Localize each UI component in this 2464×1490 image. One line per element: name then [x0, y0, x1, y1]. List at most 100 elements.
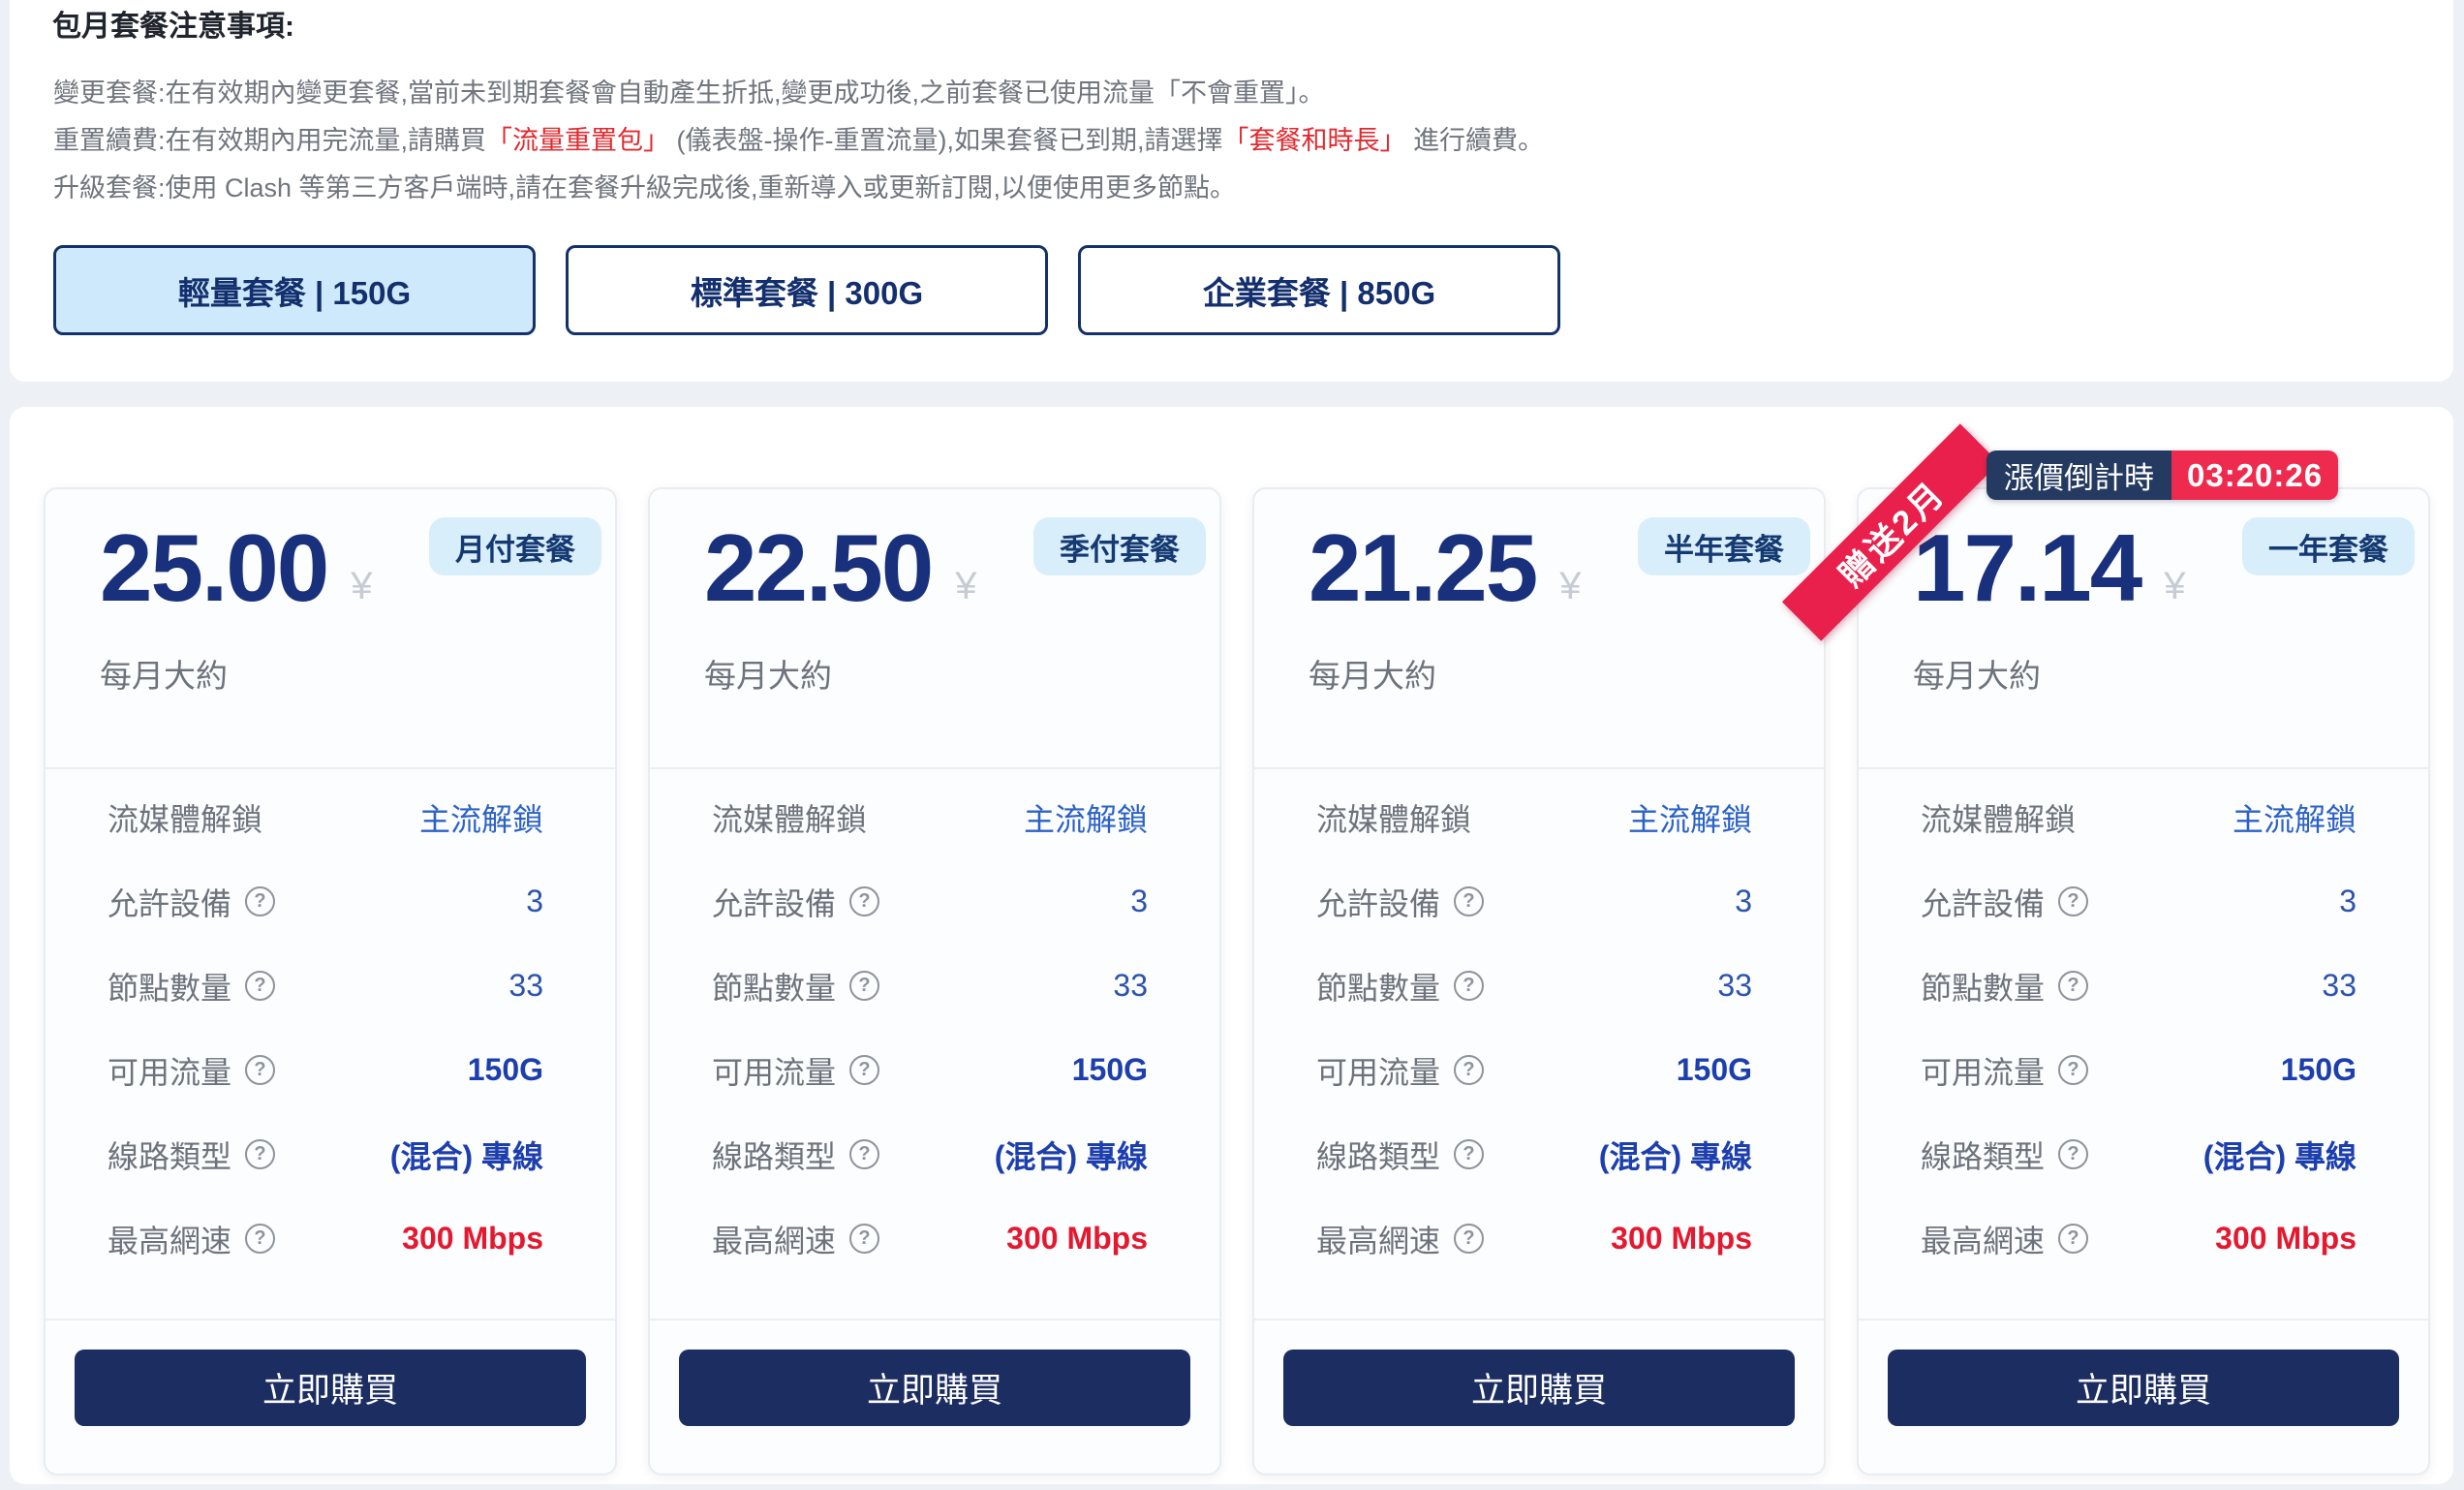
- plan-tab-label: 企業套餐 | 850G: [1202, 274, 1436, 311]
- countdown-timer: 03:20:26: [2171, 450, 2339, 500]
- notice-line: 升級套餐:使用 Clash 等第三方客戶端時,請在套餐升級完成後,重新導入或更新…: [53, 165, 1544, 212]
- buy-now-button[interactable]: 立即購買: [1888, 1350, 2399, 1426]
- feature-value: (混合) 專線: [1598, 1138, 1752, 1174]
- pricing-card: 25.00 ¥ 月付套餐 每月大約 流媒體解鎖 主流解鎖: [44, 487, 617, 1475]
- feature-label-text: 節點數量: [1316, 970, 1441, 1006]
- feature-row: 節點數量 ? 33: [1254, 944, 1824, 1028]
- billing-cycle-badge: 一年套餐: [2242, 517, 2415, 575]
- feature-label-text: 允許設備: [712, 885, 837, 921]
- feature-label: 最高網速 ?: [712, 1217, 880, 1261]
- notice-line: 變更套餐:在有效期內變更套餐,當前未到期套餐會自動產生折抵,變更成功後,之前套餐…: [53, 70, 1544, 117]
- feature-row: 允許設備 ? 3: [46, 859, 615, 944]
- help-icon[interactable]: ?: [849, 1224, 880, 1254]
- feature-list: 流媒體解鎖 主流解鎖 允許設備 ? 3: [650, 767, 1219, 1281]
- feature-label-text: 節點數量: [108, 970, 232, 1006]
- feature-row: 最高網速 ? 300 Mbps: [650, 1196, 1219, 1281]
- feature-row: 節點數量 ? 33: [46, 944, 615, 1028]
- feature-row: 可用流量 ? 150G: [46, 1028, 615, 1112]
- help-icon[interactable]: ?: [849, 1139, 880, 1169]
- pricing-card: 21.25 ¥ 半年套餐 每月大約 流媒體解鎖 主流解鎖: [1252, 487, 1826, 1475]
- notice-line-part: 「套餐和時長」: [1222, 126, 1406, 155]
- feature-label: 允許設備 ?: [1921, 880, 2089, 924]
- help-icon[interactable]: ?: [1454, 1055, 1485, 1085]
- help-icon[interactable]: ?: [2058, 886, 2089, 916]
- plan-tab-label: 標準套餐 | 300G: [690, 274, 924, 311]
- pricing-cards: 25.00 ¥ 月付套餐 每月大約 流媒體解鎖 主流解鎖: [44, 423, 2430, 1475]
- feature-row: 線路類型 ? (混合) 專線: [46, 1112, 615, 1196]
- feature-label: 節點數量 ?: [108, 964, 276, 1009]
- feature-label: 流媒體解鎖: [1316, 795, 1471, 840]
- feature-row: 節點數量 ? 33: [650, 944, 1219, 1028]
- help-icon[interactable]: ?: [245, 1224, 276, 1254]
- buy-now-button[interactable]: 立即購買: [679, 1350, 1190, 1426]
- help-icon[interactable]: ?: [1454, 886, 1485, 916]
- help-icon[interactable]: ?: [245, 971, 276, 1001]
- feature-label-text: 流媒體解鎖: [1921, 801, 2077, 837]
- currency-symbol: ¥: [351, 565, 373, 608]
- notice-line: 重置續費:在有效期內用完流量,請購買「流量重置包」 (儀表盤-操作-重置流量),…: [53, 117, 1544, 165]
- help-icon[interactable]: ?: [2058, 1055, 2089, 1085]
- feature-label-text: 流媒體解鎖: [712, 801, 868, 837]
- feature-list: 流媒體解鎖 主流解鎖 允許設備 ? 3: [46, 767, 615, 1281]
- plan-tab[interactable]: 輕量套餐 | 150G: [53, 245, 536, 335]
- feature-label-text: 最高網速: [108, 1223, 232, 1258]
- feature-label-text: 最高網速: [1921, 1223, 2046, 1258]
- feature-label: 可用流量 ?: [1921, 1048, 2089, 1093]
- feature-label: 節點數量 ?: [1316, 964, 1485, 1009]
- feature-label: 線路類型 ?: [1921, 1133, 2089, 1177]
- feature-row: 最高網速 ? 300 Mbps: [46, 1196, 615, 1281]
- feature-label: 最高網速 ?: [108, 1217, 276, 1261]
- feature-label-text: 線路類型: [1921, 1138, 2046, 1174]
- feature-label-text: 允許設備: [1316, 885, 1441, 921]
- feature-label: 允許設備 ?: [108, 880, 276, 924]
- feature-row: 線路類型 ? (混合) 專線: [1859, 1112, 2428, 1196]
- feature-label-text: 允許設備: [1921, 885, 2046, 921]
- feature-value: 150G: [2280, 1052, 2356, 1087]
- feature-value: 3: [1130, 884, 1148, 918]
- help-icon[interactable]: ?: [849, 886, 880, 916]
- price-line: 21.25 ¥: [1309, 520, 1582, 615]
- help-icon[interactable]: ?: [1454, 1139, 1485, 1169]
- buy-now-button[interactable]: 立即購買: [75, 1350, 586, 1426]
- plan-tab[interactable]: 企業套餐 | 850G: [1078, 245, 1560, 335]
- feature-value: 33: [2322, 968, 2356, 1003]
- feature-value: 300 Mbps: [1006, 1221, 1148, 1256]
- feature-label: 流媒體解鎖: [108, 795, 262, 840]
- feature-value: 150G: [467, 1052, 543, 1087]
- plan-tab[interactable]: 標準套餐 | 300G: [566, 245, 1048, 335]
- notice-line-part: 進行續費。: [1405, 126, 1544, 155]
- help-icon[interactable]: ?: [2058, 1224, 2089, 1254]
- help-icon[interactable]: ?: [245, 886, 276, 916]
- help-icon[interactable]: ?: [1454, 1224, 1485, 1254]
- feature-label: 可用流量 ?: [108, 1048, 276, 1093]
- billing-cycle-badge: 季付套餐: [1033, 517, 1206, 575]
- feature-value: 33: [1717, 968, 1752, 1003]
- price-increase-countdown: 漲價倒計時 03:20:26: [1987, 450, 2339, 500]
- pricing-card: 22.50 ¥ 季付套餐 每月大約 流媒體解鎖 主流解鎖: [648, 487, 1221, 1475]
- feature-row: 線路類型 ? (混合) 專線: [1254, 1112, 1824, 1196]
- feature-value: 3: [2339, 884, 2356, 918]
- help-icon[interactable]: ?: [2058, 971, 2089, 1001]
- help-icon[interactable]: ?: [245, 1055, 276, 1085]
- feature-row: 允許設備 ? 3: [650, 859, 1219, 944]
- feature-label-text: 節點數量: [1921, 970, 2046, 1006]
- buy-now-button[interactable]: 立即購買: [1283, 1350, 1795, 1426]
- feature-label-text: 線路類型: [108, 1138, 232, 1174]
- feature-label: 流媒體解鎖: [712, 795, 867, 840]
- feature-label-text: 節點數量: [712, 970, 837, 1006]
- notice-line-part: 「流量重置包」: [486, 126, 670, 155]
- price-line: 17.14 ¥: [1913, 520, 2186, 615]
- feature-value: (混合) 專線: [2202, 1138, 2356, 1174]
- help-icon[interactable]: ?: [245, 1139, 276, 1169]
- help-icon[interactable]: ?: [1454, 971, 1485, 1001]
- feature-label: 線路類型 ?: [1316, 1133, 1485, 1177]
- help-icon[interactable]: ?: [849, 971, 880, 1001]
- price-value: 22.50: [704, 514, 934, 621]
- help-icon[interactable]: ?: [2058, 1139, 2089, 1169]
- feature-row: 線路類型 ? (混合) 專線: [650, 1112, 1219, 1196]
- feature-label: 允許設備 ?: [1316, 880, 1485, 924]
- feature-row: 流媒體解鎖 主流解鎖: [46, 775, 615, 859]
- feature-label: 最高網速 ?: [1921, 1217, 2089, 1261]
- feature-row: 流媒體解鎖 主流解鎖: [1254, 775, 1824, 859]
- help-icon[interactable]: ?: [849, 1055, 880, 1085]
